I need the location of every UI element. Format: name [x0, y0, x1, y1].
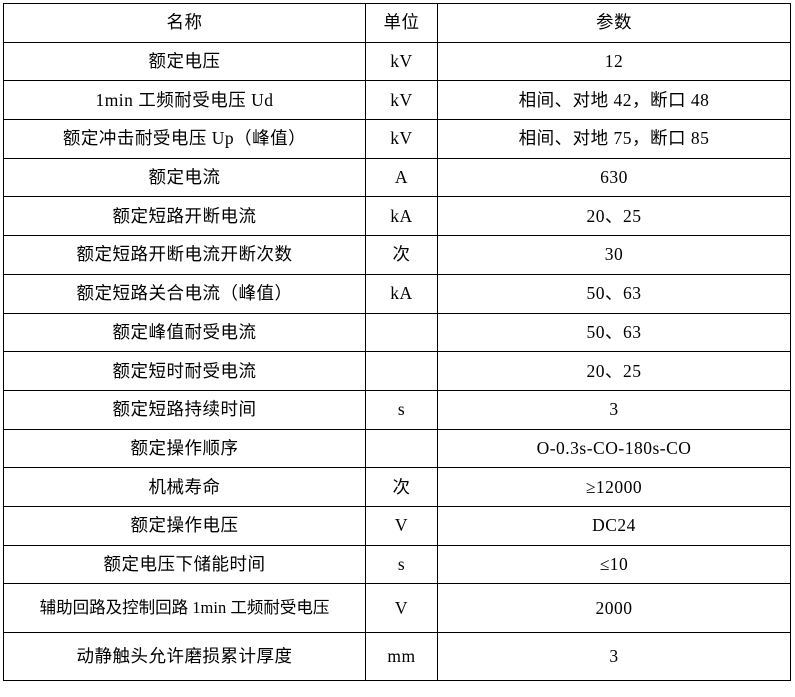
cell-unit: [365, 312, 438, 353]
cell-name: 机械寿命: [3, 467, 366, 507]
table-row: 额定电流 A 630: [3, 157, 791, 198]
table-body: 额定电压 kV 12 1min 工频耐受电压 Ud kV 相间、对地 42，断口…: [3, 41, 791, 682]
cell-unit: A: [365, 157, 438, 198]
cell-parameter: O-0.3s-CO-180s-CO: [437, 428, 791, 469]
cell-name: 额定电流: [3, 157, 366, 198]
cell-name: 额定冲击耐受电压 Up（峰值）: [3, 119, 366, 159]
cell-unit: kV: [365, 119, 438, 159]
cell-name: 动静触头允许磨损累计厚度: [3, 631, 366, 682]
cell-name: 额定短时耐受电流: [3, 351, 366, 391]
cell-name: 额定操作顺序: [3, 428, 366, 469]
cell-unit: [365, 351, 438, 391]
cell-name: 额定短路持续时间: [3, 389, 366, 430]
cell-parameter: 20、25: [437, 196, 791, 237]
cell-name: 额定操作电压: [3, 505, 366, 546]
table-row: 额定操作顺序 O-0.3s-CO-180s-CO: [3, 428, 791, 469]
cell-parameter: ≥12000: [437, 467, 791, 507]
cell-unit: s: [365, 544, 438, 585]
cell-unit: mm: [365, 631, 438, 682]
cell-name: 额定短路关合电流（峰值）: [3, 273, 366, 314]
cell-parameter: 630: [437, 157, 791, 198]
cell-name: 辅助回路及控制回路 1min 工频耐受电压: [3, 583, 366, 633]
specification-table-container: 名称 单位 参数 额定电压 kV 12 1min 工频耐受电压 Ud kV 相间…: [3, 3, 791, 682]
table-row: 辅助回路及控制回路 1min 工频耐受电压 V 2000: [3, 583, 791, 633]
table-row: 额定短路开断电流 kA 20、25: [3, 196, 791, 237]
table-header-row: 名称 单位 参数: [3, 3, 791, 43]
table-row: 机械寿命 次 ≥12000: [3, 467, 791, 507]
cell-unit: kA: [365, 273, 438, 314]
cell-parameter: 20、25: [437, 351, 791, 391]
cell-parameter: 30: [437, 235, 791, 275]
cell-name: 额定短路开断电流开断次数: [3, 235, 366, 275]
column-header-parameter: 参数: [437, 3, 791, 43]
cell-name: 额定短路开断电流: [3, 196, 366, 237]
cell-unit: V: [365, 583, 438, 633]
table-row: 额定电压 kV 12: [3, 41, 791, 82]
cell-unit: V: [365, 505, 438, 546]
cell-name: 额定电压下储能时间: [3, 544, 366, 585]
column-header-name: 名称: [3, 3, 366, 43]
column-header-unit: 单位: [365, 3, 438, 43]
cell-unit: kV: [365, 41, 438, 82]
cell-parameter: 3: [437, 631, 791, 682]
table-row: 额定短时耐受电流 20、25: [3, 351, 791, 391]
table-row: 额定操作电压 V DC24: [3, 505, 791, 546]
cell-parameter: 相间、对地 42，断口 48: [437, 80, 791, 121]
table-row: 额定电压下储能时间 s ≤10: [3, 544, 791, 585]
table-row: 额定短路关合电流（峰值） kA 50、63: [3, 273, 791, 314]
cell-name: 额定电压: [3, 41, 366, 82]
cell-parameter: 50、63: [437, 312, 791, 353]
table-row: 额定短路持续时间 s 3: [3, 389, 791, 430]
table-row: 额定冲击耐受电压 Up（峰值） kV 相间、对地 75，断口 85: [3, 119, 791, 159]
cell-unit: s: [365, 389, 438, 430]
cell-parameter: 2000: [437, 583, 791, 633]
table-row: 动静触头允许磨损累计厚度 mm 3: [3, 631, 791, 682]
cell-unit: 次: [365, 467, 438, 507]
cell-parameter: 50、63: [437, 273, 791, 314]
cell-parameter: 相间、对地 75，断口 85: [437, 119, 791, 159]
cell-unit: kA: [365, 196, 438, 237]
cell-parameter: DC24: [437, 505, 791, 546]
table-row: 额定短路开断电流开断次数 次 30: [3, 235, 791, 275]
cell-name: 1min 工频耐受电压 Ud: [3, 80, 366, 121]
table-row: 1min 工频耐受电压 Ud kV 相间、对地 42，断口 48: [3, 80, 791, 121]
table-row: 额定峰值耐受电流 50、63: [3, 312, 791, 353]
cell-parameter: ≤10: [437, 544, 791, 585]
cell-unit: kV: [365, 80, 438, 121]
cell-unit: 次: [365, 235, 438, 275]
specification-table: 名称 单位 参数 额定电压 kV 12 1min 工频耐受电压 Ud kV 相间…: [3, 3, 791, 682]
cell-parameter: 3: [437, 389, 791, 430]
table-header: 名称 单位 参数: [3, 3, 791, 43]
cell-name: 额定峰值耐受电流: [3, 312, 366, 353]
cell-parameter: 12: [437, 41, 791, 82]
cell-unit: [365, 428, 438, 469]
